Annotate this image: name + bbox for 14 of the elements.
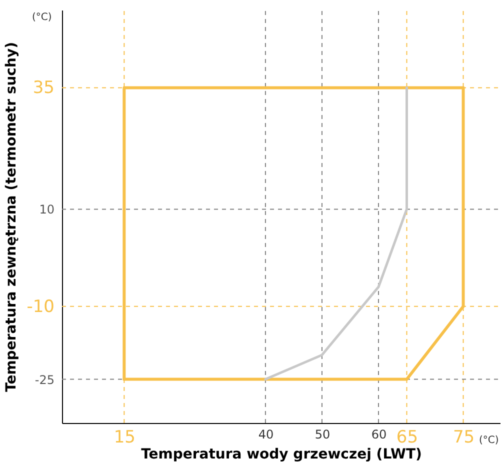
x-tick-label: 75 xyxy=(452,428,475,448)
x-tick-label: 40 xyxy=(258,428,274,442)
y-tick-label: 10 xyxy=(39,202,54,217)
y-tick-label: -10 xyxy=(26,296,54,317)
text: (°C) xyxy=(479,435,499,446)
x-tick-label: 65 xyxy=(396,428,418,448)
x-tick-label: 50 xyxy=(314,428,330,442)
x-tick-label: 15 xyxy=(114,428,136,448)
y-axis-title: Temperatura zewnętrzna (termometr suchy) xyxy=(4,42,20,392)
x-axis-title: Temperatura wody grzewczej (LWT) xyxy=(141,446,422,462)
text: (°C) xyxy=(32,12,52,23)
x-tick-label: 60 xyxy=(371,428,387,442)
y-tick-label: 35 xyxy=(32,78,54,98)
y-tick-label: -25 xyxy=(34,372,54,387)
